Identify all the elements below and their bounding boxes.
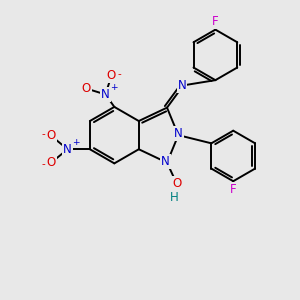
Text: +: + <box>110 83 118 92</box>
Text: -: - <box>118 70 122 80</box>
Text: O: O <box>173 177 182 190</box>
Text: F: F <box>212 15 219 28</box>
Text: N: N <box>161 154 170 168</box>
Text: -: - <box>41 159 45 169</box>
Text: O: O <box>46 156 56 169</box>
Text: O: O <box>82 82 91 95</box>
Text: O: O <box>107 70 116 83</box>
Text: H: H <box>170 191 179 204</box>
Text: N: N <box>178 79 186 92</box>
Text: N: N <box>101 88 110 101</box>
Text: -: - <box>41 129 45 140</box>
Text: N: N <box>63 143 72 156</box>
Text: O: O <box>46 129 56 142</box>
Text: N: N <box>174 127 183 140</box>
Text: F: F <box>230 183 236 196</box>
Text: +: + <box>72 138 80 147</box>
